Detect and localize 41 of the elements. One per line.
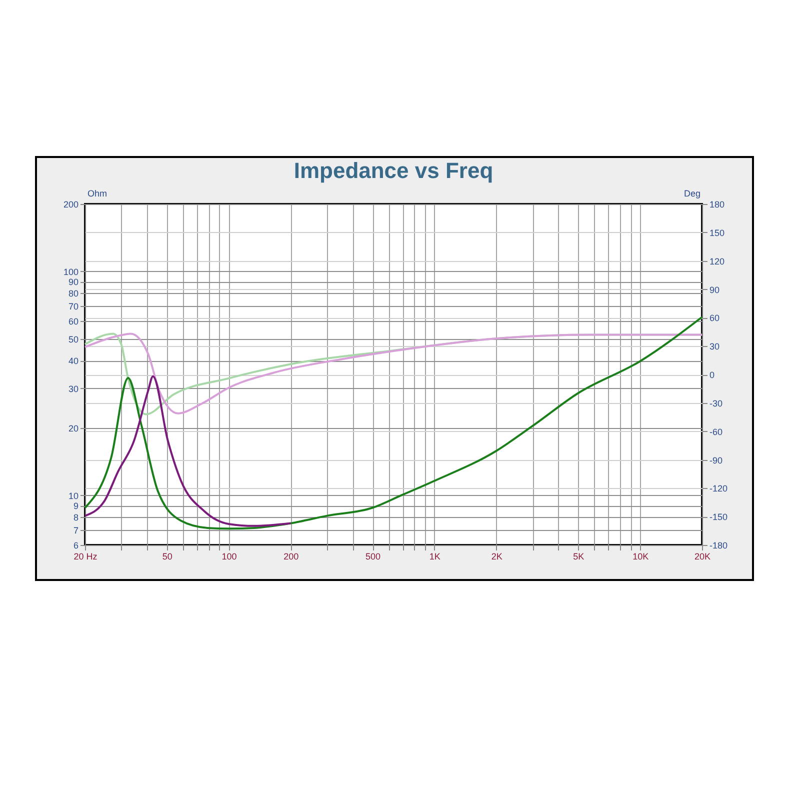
y2-tick-label: -120	[710, 484, 728, 494]
x-tick-label: 2K	[491, 552, 502, 562]
y-tick-label: 50	[68, 334, 78, 344]
chart-title: Impedance vs Freq	[294, 158, 494, 183]
y-tick-label: 6	[73, 540, 78, 550]
y2-axis-title: Deg	[684, 188, 700, 198]
y-tick-label: 200	[63, 200, 78, 210]
y2-tick-label: 180	[710, 200, 725, 210]
x-tick-label: 50	[162, 552, 172, 562]
y2-tick-label: -60	[710, 426, 723, 437]
y2-tick-label: -90	[710, 455, 723, 466]
y-tick-label: 90	[68, 277, 78, 288]
x-tick-label: 20K	[694, 552, 711, 562]
y2-tick-label: 150	[710, 228, 725, 238]
y2-tick-label: -30	[710, 398, 723, 408]
y-tick-label: 20	[68, 423, 78, 434]
y2-tick-label: 120	[710, 256, 725, 266]
y-tick-label: 70	[68, 302, 78, 312]
x-tick-label: 5K	[573, 552, 584, 562]
x-tick-label: 100	[222, 552, 237, 562]
x-tick-label: 10K	[632, 552, 649, 562]
x-tick-label: 20 Hz	[74, 552, 98, 562]
x-tick-label: 1K	[429, 552, 440, 562]
y-tick-label: 60	[68, 316, 78, 327]
y2-tick-label: 60	[710, 313, 720, 324]
y2-tick-label: 30	[710, 342, 720, 352]
x-tick-label: 500	[365, 552, 381, 562]
y-tick-label: 8	[73, 512, 78, 523]
y2-tick-label: -180	[710, 540, 728, 550]
y-tick-label: 40	[68, 356, 78, 366]
y2-tick-label: -150	[710, 512, 728, 522]
y-axis-title: Ohm	[88, 188, 108, 198]
y2-tick-label: 0	[710, 370, 715, 380]
y-tick-label: 80	[68, 288, 78, 299]
y-tick-label: 10	[68, 490, 78, 501]
y-tick-label: 7	[73, 526, 78, 536]
y-tick-label: 9	[73, 501, 78, 512]
y-tick-label: 100	[63, 266, 78, 277]
y-tick-label: 30	[68, 384, 78, 394]
y2-tick-label: 90	[710, 284, 720, 295]
x-tick-label: 200	[284, 552, 299, 562]
